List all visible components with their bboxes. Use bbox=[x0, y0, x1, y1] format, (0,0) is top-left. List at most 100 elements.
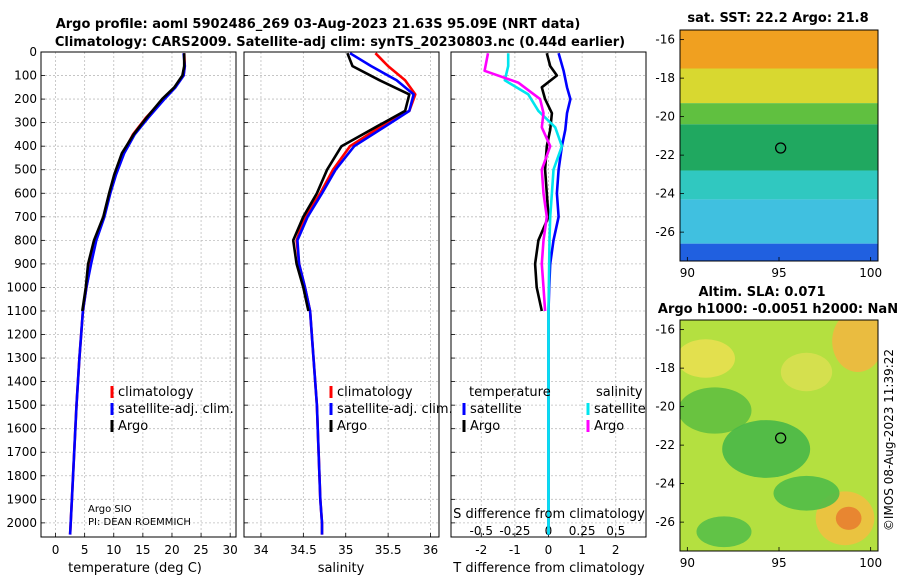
sla-blob bbox=[835, 506, 862, 530]
depth-tick-label: 1300 bbox=[6, 351, 37, 365]
depth-tick-label: 0 bbox=[29, 45, 37, 59]
sla-blob bbox=[832, 320, 878, 372]
difference-legend: temperature satellite Argo salinity sate… bbox=[462, 385, 646, 434]
legend-label-argo: Argo bbox=[337, 419, 367, 434]
sst-band bbox=[680, 30, 878, 69]
map-x-tick-label: 90 bbox=[680, 266, 695, 280]
x-tick-label: 0 bbox=[545, 543, 553, 557]
legend-title-salinity: salinity bbox=[596, 385, 643, 400]
sla-map-title-line2: Argo h1000: -0.0051 h2000: NaN bbox=[658, 302, 898, 317]
s-tick-label: 0.5 bbox=[606, 524, 625, 538]
difference-panel: -2 -1 0 1 2-0.5 -0.25 0 0.25 0.5 bbox=[450, 51, 647, 557]
depth-axis-labels: 0 100 200 300 400 500 600 700 800 900 1000 1100 1200… bbox=[6, 45, 37, 530]
map-y-tick-label: -16 bbox=[655, 323, 675, 337]
legend-label-satellite: satellite-adj. clim. bbox=[118, 402, 234, 417]
legend-label-sat-sal: satellite bbox=[594, 402, 646, 417]
map-y-tick-label: -16 bbox=[655, 33, 675, 47]
plot-frame bbox=[243, 51, 440, 538]
plot-frame bbox=[450, 51, 647, 538]
s-difference-axis-label: S difference from climatology bbox=[453, 507, 645, 522]
x-tick-label: 25 bbox=[193, 543, 208, 557]
legend-label-argo-temp: Argo bbox=[470, 419, 500, 434]
map-x-tick-label: 95 bbox=[771, 556, 786, 570]
map-y-tick-label: -18 bbox=[655, 361, 675, 375]
series-line-satellite-adj-clim- bbox=[296, 52, 415, 535]
legend-label-argo-sal: Argo bbox=[594, 419, 624, 434]
sst-map-title: sat. SST: 22.2 Argo: 21.8 bbox=[687, 11, 868, 26]
sst-band bbox=[680, 68, 878, 104]
series-line-satellite-salinity bbox=[503, 53, 564, 535]
imos-credit: ©IMOS 08-Aug-2023 11:39:22 bbox=[882, 349, 896, 531]
depth-tick-label: 900 bbox=[14, 257, 37, 271]
temperature-panel: 0 5 10 15 20 25 30 bbox=[40, 51, 238, 557]
map-y-tick-label: -26 bbox=[655, 225, 675, 239]
map-x-tick-label: 95 bbox=[771, 266, 786, 280]
legend-label-climatology: climatology bbox=[337, 385, 413, 400]
sst-band bbox=[680, 124, 878, 171]
salinity-legend: climatology satellite-adj. clim. Argo bbox=[329, 385, 453, 434]
legend-label-argo: Argo bbox=[118, 419, 148, 434]
depth-tick-label: 400 bbox=[14, 139, 37, 153]
x-tick-label: 0 bbox=[52, 543, 60, 557]
grid bbox=[41, 51, 236, 537]
sla-blob bbox=[773, 475, 840, 511]
legend-title-temperature: temperature bbox=[469, 385, 551, 400]
x-tick-label: 35 bbox=[338, 543, 353, 557]
annotation-argo-sio: Argo SIO bbox=[88, 504, 132, 515]
x-tick-label: -2 bbox=[475, 543, 487, 557]
series-line-argo bbox=[81, 53, 186, 312]
map-field bbox=[680, 30, 878, 261]
depth-tick-label: 200 bbox=[14, 92, 37, 106]
sst-band bbox=[680, 103, 878, 125]
map-y-tick-label: -26 bbox=[655, 515, 675, 529]
depth-tick-label: 1400 bbox=[6, 375, 37, 389]
x-tick-label: 1 bbox=[578, 543, 586, 557]
series-line-argo-temperature bbox=[533, 52, 559, 312]
temperature-axis-label: temperature (deg C) bbox=[68, 561, 202, 576]
map-y-tick-label: -24 bbox=[655, 477, 675, 491]
depth-tick-label: 100 bbox=[14, 69, 37, 83]
argo-position-marker bbox=[775, 142, 787, 154]
x-tick-label: 2 bbox=[612, 543, 620, 557]
plot-background bbox=[244, 52, 439, 537]
map-y-tick-label: -20 bbox=[655, 110, 675, 124]
x-tick-label: 30 bbox=[223, 543, 238, 557]
legend-label-sat-temp: satellite bbox=[470, 402, 522, 417]
x-tick-label: 35.5 bbox=[375, 543, 402, 557]
depth-tick-label: 700 bbox=[14, 210, 37, 224]
salinity-panel: 34 34.5 35 35.5 36 bbox=[243, 51, 440, 557]
map-x-tick-label: 90 bbox=[680, 556, 695, 570]
plot-background bbox=[41, 52, 236, 537]
depth-tick-label: 1700 bbox=[6, 445, 37, 459]
depth-tick-label: 500 bbox=[14, 163, 37, 177]
depth-tick-label: 300 bbox=[14, 116, 37, 130]
sst-band bbox=[680, 170, 878, 200]
x-tick-label: 36 bbox=[423, 543, 438, 557]
s-tick-label: -0.25 bbox=[499, 524, 530, 538]
depth-tick-label: 1900 bbox=[6, 492, 37, 506]
series-line-argo-salinity bbox=[483, 52, 552, 312]
depth-tick-label: 2000 bbox=[6, 516, 37, 530]
sst-band bbox=[680, 199, 878, 244]
grid bbox=[244, 51, 439, 537]
x-tick-label: 34.5 bbox=[290, 543, 317, 557]
map-y-tick-label: -22 bbox=[655, 148, 675, 162]
depth-tick-label: 600 bbox=[14, 186, 37, 200]
depth-tick-label: 1200 bbox=[6, 328, 37, 342]
map-x-tick-label: 100 bbox=[859, 556, 882, 570]
x-tick-label: 15 bbox=[135, 543, 150, 557]
x-tick-label: 10 bbox=[106, 543, 121, 557]
t-difference-axis-label: T difference from climatology bbox=[452, 561, 645, 576]
x-tick-label: 5 bbox=[81, 543, 89, 557]
depth-tick-label: 1000 bbox=[6, 280, 37, 294]
map-y-tick-label: -18 bbox=[655, 71, 675, 85]
depth-tick-label: 800 bbox=[14, 233, 37, 247]
sst-map-panel: 90 95 100 -16 -18 -20 -22 -24 -26 bbox=[655, 29, 882, 280]
argo-position-marker bbox=[775, 432, 787, 444]
x-tick-label: -1 bbox=[509, 543, 521, 557]
series-line-argo bbox=[291, 52, 411, 312]
legend-label-climatology: climatology bbox=[118, 385, 194, 400]
sst-band bbox=[680, 243, 878, 261]
sla-map-title-line1: Altim. SLA: 0.071 bbox=[699, 285, 826, 300]
sla-blob bbox=[722, 420, 811, 478]
